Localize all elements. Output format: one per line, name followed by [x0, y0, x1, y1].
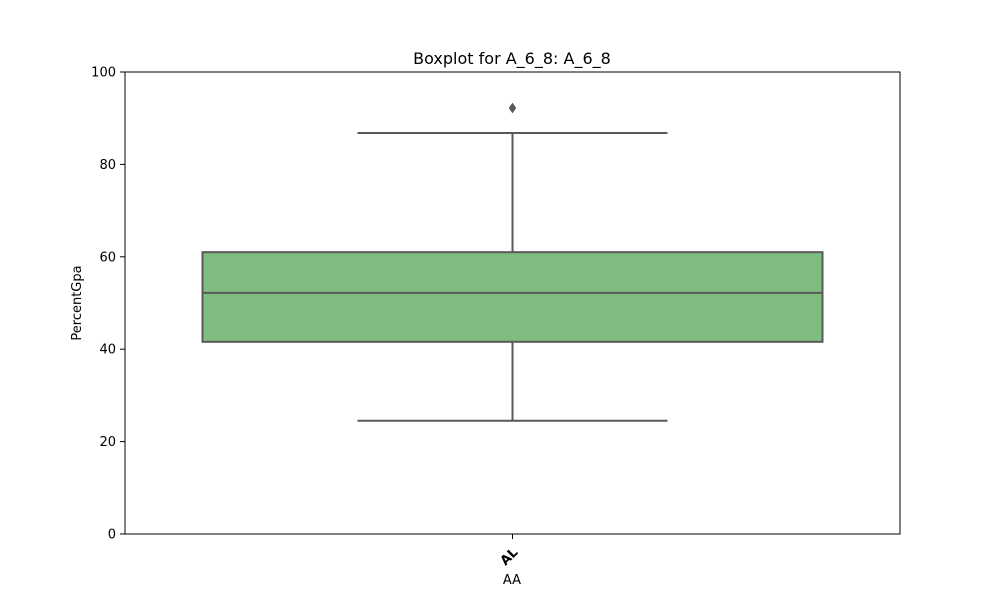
y-tick-label: 40 [99, 343, 116, 358]
x-tick-label: AL [498, 545, 522, 569]
outlier-point [508, 102, 517, 114]
y-tick-label: 100 [91, 66, 116, 81]
x-axis-label: AA [503, 573, 521, 588]
y-axis-label: PercentGpa [70, 265, 85, 340]
chart-title: Boxplot for A_6_8: A_6_8 [413, 49, 611, 69]
y-tick-label: 0 [108, 528, 116, 543]
y-tick-label: 60 [99, 250, 116, 265]
y-tick-label: 20 [99, 435, 116, 450]
y-tick-label: 80 [99, 158, 116, 173]
iqr-box [201, 251, 824, 343]
plot-area: 0 20 40 60 80 100 AL [91, 66, 901, 569]
